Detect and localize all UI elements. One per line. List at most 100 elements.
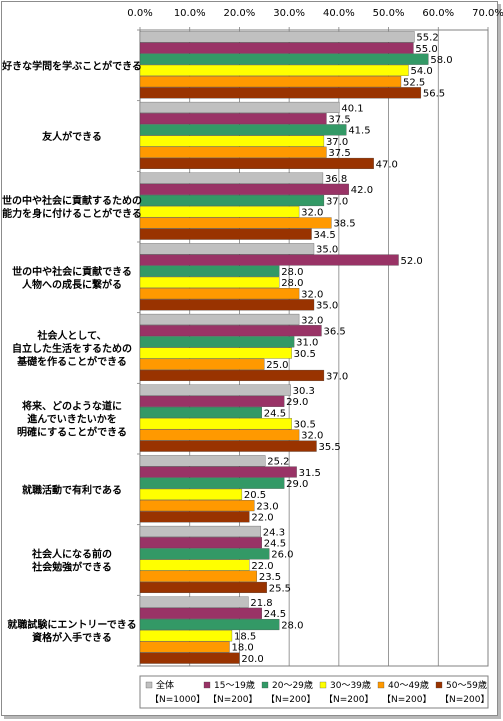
bar <box>139 347 292 359</box>
bar <box>139 596 249 608</box>
category-label: 基礎を作ることができる <box>16 355 127 368</box>
data-label: 35.0 <box>316 245 338 256</box>
data-label: 37.5 <box>328 148 350 159</box>
data-label: 34.5 <box>314 230 336 241</box>
data-label: 55.0 <box>415 44 437 55</box>
x-tick-label: 20.0% <box>224 8 256 19</box>
x-tick-label: 0.0% <box>127 8 152 19</box>
category-label: 進んでいきたいかを <box>27 413 117 426</box>
data-label: 55.2 <box>416 33 438 44</box>
data-label: 54.0 <box>410 66 432 77</box>
legend-n-label: 【N=200】 <box>440 694 489 705</box>
x-tick-label: 70.0% <box>472 8 503 19</box>
legend-n-label: 【N=200】 <box>382 694 431 705</box>
bar <box>139 124 347 136</box>
data-label: 26.0 <box>271 550 293 561</box>
category-label: 社会勉強ができる <box>31 561 112 574</box>
category-label: 能力を身に付けることができる <box>2 207 142 220</box>
data-label: 47.0 <box>376 159 398 170</box>
legend-n-label: 【N=1000】 <box>150 694 205 705</box>
bar <box>139 183 349 195</box>
data-label: 24.5 <box>264 609 286 620</box>
bar <box>139 206 300 218</box>
data-label: 24.5 <box>264 538 286 549</box>
data-label: 24.3 <box>263 527 285 538</box>
category-label: 世の中や社会に貢献できる <box>12 265 132 278</box>
bar <box>139 548 270 560</box>
data-label: 21.8 <box>250 598 272 609</box>
data-label: 36.8 <box>325 174 347 185</box>
data-label: 25.0 <box>266 360 288 371</box>
bar <box>139 395 285 407</box>
bar <box>139 336 295 348</box>
bar <box>139 42 414 54</box>
bar <box>139 87 422 99</box>
x-tick-label: 30.0% <box>273 8 305 19</box>
data-label: 30.3 <box>293 386 315 397</box>
bar <box>139 570 257 582</box>
data-label: 37.0 <box>326 137 348 148</box>
data-label: 29.0 <box>286 479 308 490</box>
data-label: 37.0 <box>326 196 348 207</box>
bar <box>139 500 255 512</box>
data-label: 30.5 <box>294 349 316 360</box>
data-label: 36.5 <box>323 326 345 337</box>
legend-swatch <box>377 681 385 689</box>
data-label: 28.0 <box>281 267 303 278</box>
data-label: 42.0 <box>351 185 373 196</box>
bar <box>139 630 233 642</box>
bar <box>139 313 300 326</box>
data-label: 25.2 <box>267 457 289 468</box>
data-label: 23.5 <box>259 572 281 583</box>
bar <box>139 172 324 184</box>
data-label: 32.0 <box>301 315 323 326</box>
bar <box>139 299 315 311</box>
data-label: 56.5 <box>423 89 445 100</box>
data-label: 35.0 <box>316 301 338 312</box>
bar <box>139 101 340 114</box>
category-label: 社会人として、 <box>36 329 106 342</box>
data-label: 22.0 <box>251 513 273 524</box>
bar <box>139 652 240 664</box>
bar <box>139 157 374 170</box>
data-label: 20.0 <box>241 654 263 665</box>
bar <box>139 618 280 631</box>
bar <box>139 455 266 467</box>
legend-label: 全体 <box>156 679 174 691</box>
bar <box>139 113 327 125</box>
legend-swatch <box>435 681 443 689</box>
bar <box>139 217 332 229</box>
data-label: 18.0 <box>231 643 253 654</box>
bar <box>139 406 262 419</box>
bar <box>139 641 230 653</box>
bar <box>139 265 280 277</box>
bar <box>139 429 300 441</box>
data-label: 37.5 <box>328 114 350 125</box>
bar <box>139 525 261 538</box>
legend-n-label: 【N=200】 <box>324 694 373 705</box>
data-label: 18.5 <box>234 632 256 643</box>
data-label: 30.5 <box>294 420 316 431</box>
legend-n-label: 【N=200】 <box>266 694 315 705</box>
x-tick-label: 50.0% <box>373 8 405 19</box>
data-label: 25.5 <box>269 583 291 594</box>
legend-label: 30～39歳 <box>330 679 371 691</box>
bar <box>139 607 262 619</box>
data-label: 41.5 <box>348 126 370 137</box>
data-label: 32.0 <box>301 289 323 300</box>
legend-label: 20～29歳 <box>272 679 313 691</box>
bar <box>139 254 399 266</box>
category-label: 人物への成長に繋がる <box>22 278 122 291</box>
bar <box>139 488 243 500</box>
data-label: 29.0 <box>286 397 308 408</box>
legend-box <box>139 675 489 709</box>
data-label: 52.0 <box>401 256 423 267</box>
data-label: 31.0 <box>296 338 318 349</box>
bar <box>139 276 280 288</box>
bar <box>139 325 322 337</box>
data-label: 28.0 <box>281 278 303 289</box>
legend-label: 50～59歳 <box>446 679 487 691</box>
data-label: 22.0 <box>251 561 273 572</box>
category-label: 明確にすることができる <box>17 426 127 439</box>
bar <box>139 358 265 370</box>
